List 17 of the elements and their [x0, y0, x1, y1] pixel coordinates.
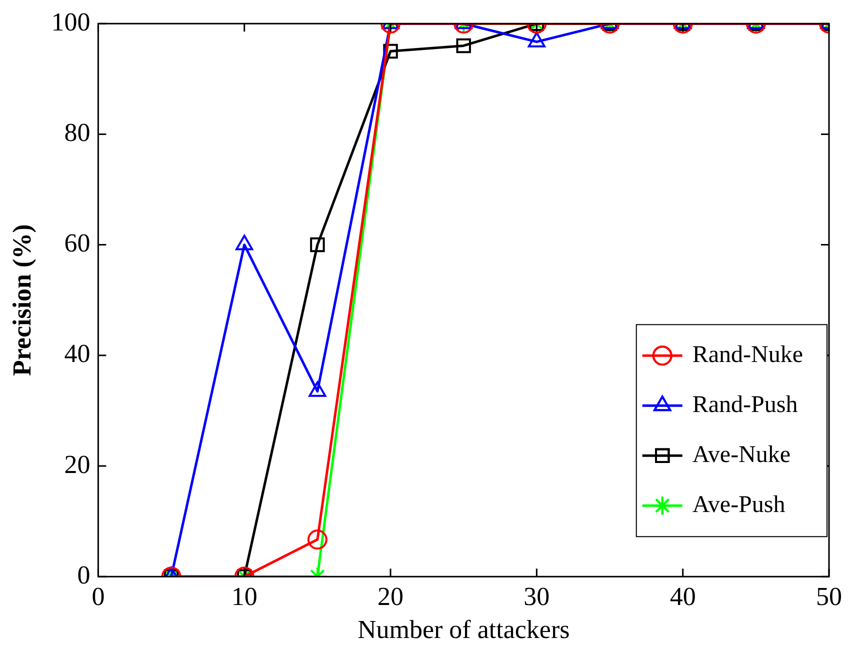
y-tick-label: 100: [51, 7, 90, 36]
x-tick-label: 50: [816, 582, 842, 612]
y-tick-label: 60: [64, 228, 90, 258]
x-tick-label: 30: [524, 582, 550, 612]
y-tick-label: 80: [64, 118, 90, 148]
x-tick-label: 40: [670, 582, 696, 612]
y-axis-title: Precision (%): [7, 224, 36, 376]
legend-label: Rand-Nuke: [692, 342, 804, 368]
y-tick-label: 0: [77, 560, 90, 590]
y-tick-label: 40: [64, 339, 90, 368]
legend-label: Ave-Nuke: [692, 442, 791, 468]
y-tick-label: 20: [64, 450, 90, 479]
x-tick-label: 10: [231, 582, 258, 612]
x-tick-label: 20: [378, 582, 404, 612]
x-axis-title: Number of attackers: [357, 615, 570, 644]
legend-label: Rand-Push: [692, 392, 798, 418]
legend-label: Ave-Push: [692, 492, 786, 518]
